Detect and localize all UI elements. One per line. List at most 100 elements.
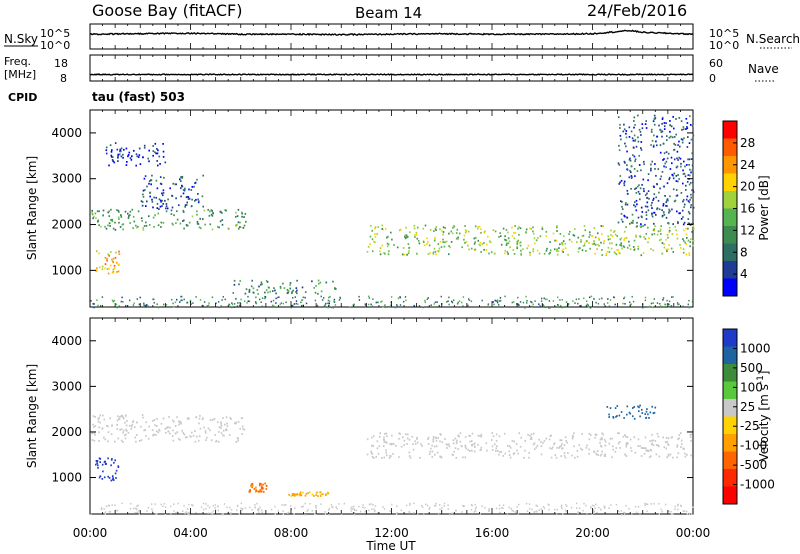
echo-cell <box>182 209 185 212</box>
echo-cell <box>568 233 570 235</box>
echo-cell <box>553 442 556 445</box>
echo-cell <box>127 154 130 156</box>
echo-cell <box>438 247 441 250</box>
echo-cell <box>623 296 626 299</box>
echo-cell <box>554 454 557 456</box>
power-panel: tau (fast) 503 Slant Range [km] 10002000… <box>25 90 771 309</box>
echo-cell <box>255 302 257 304</box>
echo-cell <box>220 432 223 435</box>
echo-cell <box>127 432 130 434</box>
echo-cell <box>582 234 585 237</box>
echo-cell <box>604 440 607 443</box>
echo-cell <box>512 453 515 455</box>
echo-cell <box>607 298 609 300</box>
echo-cell <box>640 226 642 229</box>
echo-cell <box>538 252 541 255</box>
echo-cell <box>513 452 516 454</box>
echo-cell <box>278 296 280 298</box>
echo-cell <box>581 448 583 451</box>
echo-cell <box>577 512 579 515</box>
echo-cell <box>328 302 330 305</box>
echo-cell <box>535 504 537 507</box>
echo-cell <box>658 502 660 505</box>
echo-cell <box>104 256 107 259</box>
echo-cell <box>146 304 148 306</box>
echo-cell <box>129 157 132 159</box>
echo-cell <box>406 443 408 445</box>
echo-cell <box>279 303 281 306</box>
echo-cell <box>265 485 268 487</box>
echo-cell <box>171 194 173 197</box>
echo-cell <box>680 439 683 442</box>
echo-cell <box>98 440 100 442</box>
echo-cell <box>276 306 278 308</box>
echo-cell <box>670 513 673 516</box>
echo-cell <box>628 411 631 414</box>
echo-cell <box>618 441 621 443</box>
echo-cell <box>377 301 379 304</box>
echo-cell <box>116 148 119 151</box>
echo-cell <box>522 248 524 251</box>
echo-cell <box>613 230 616 232</box>
y-tick-label: 4000 <box>51 334 82 348</box>
echo-cell <box>622 130 625 133</box>
echo-cell <box>474 508 477 510</box>
echo-cell <box>527 244 530 247</box>
echo-cell <box>662 299 664 301</box>
echo-cell <box>130 425 133 428</box>
echo-cell <box>645 120 647 122</box>
echo-cell <box>169 426 171 429</box>
echo-cell <box>260 485 263 488</box>
echo-cell <box>678 437 680 440</box>
echo-cell <box>640 149 643 151</box>
echo-cell <box>188 503 190 506</box>
echo-cell <box>151 174 153 177</box>
mode-label: tau (fast) 503 <box>92 90 185 104</box>
echo-cell <box>144 304 146 307</box>
echo-cell <box>678 156 680 159</box>
echo-cell <box>143 304 145 306</box>
echo-cell <box>621 514 623 516</box>
echo-cell <box>457 236 459 239</box>
echo-cell <box>113 267 116 269</box>
echo-cell <box>124 414 127 417</box>
echo-cell <box>217 505 219 508</box>
echo-cell <box>154 503 156 505</box>
echo-cell <box>111 156 114 158</box>
echo-cell <box>678 140 680 143</box>
echo-cell <box>633 120 635 122</box>
echo-cell <box>282 510 284 512</box>
echo-cell <box>225 209 227 212</box>
echo-cell <box>584 229 587 232</box>
colorbar-tick-label: -500 <box>740 458 767 472</box>
echo-cell <box>630 165 633 168</box>
echo-cell <box>464 229 467 231</box>
echo-cell <box>588 448 590 451</box>
echo-cell <box>665 248 668 251</box>
echo-cell <box>456 228 459 231</box>
echo-cell <box>641 127 644 130</box>
echo-cell <box>494 230 497 233</box>
colorbar-tick-label: 25 <box>740 400 755 414</box>
echo-cell <box>199 299 202 301</box>
echo-cell <box>561 306 563 309</box>
echo-cell <box>120 439 123 442</box>
echo-cell <box>112 160 114 163</box>
echo-cell <box>417 240 420 242</box>
echo-cell <box>170 213 173 215</box>
echo-cell <box>658 239 661 242</box>
echo-cell <box>603 240 605 242</box>
echo-cell <box>635 234 637 237</box>
echo-cell <box>176 511 179 513</box>
echo-cell <box>632 415 634 418</box>
echo-cell <box>167 430 170 433</box>
echo-cell <box>383 508 386 510</box>
echo-cell <box>651 160 653 163</box>
echo-cell <box>677 159 679 161</box>
echo-cell <box>116 509 119 512</box>
colorbar-cell <box>723 416 737 435</box>
echo-cell <box>614 252 616 255</box>
echo-cell <box>445 240 448 243</box>
